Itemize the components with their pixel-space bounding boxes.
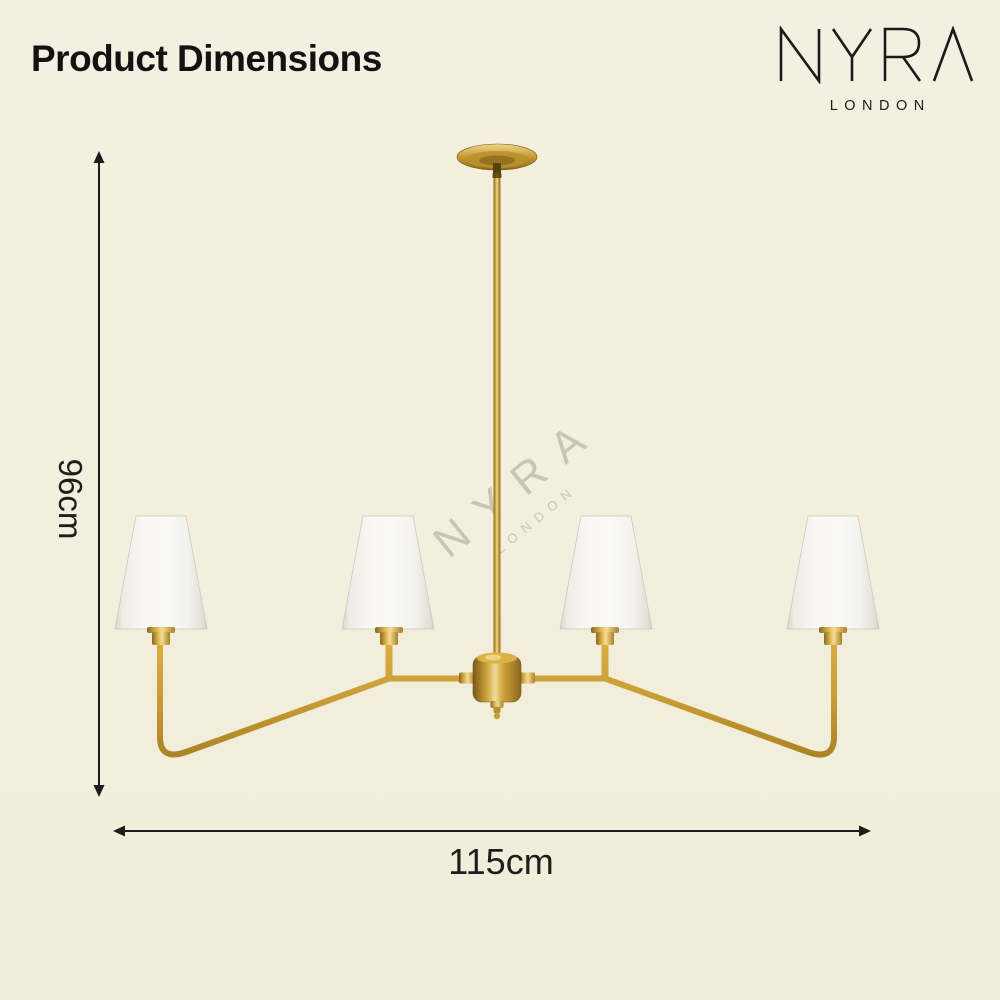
socket-outer-left bbox=[147, 627, 175, 645]
shade-outer-left bbox=[114, 515, 208, 630]
arrowhead-left-icon bbox=[113, 825, 125, 837]
left-arm bbox=[157, 642, 497, 758]
height-dimension-arrow bbox=[93, 151, 105, 797]
socket-inner-left bbox=[375, 627, 403, 645]
page-title: Product Dimensions bbox=[31, 38, 382, 79]
brand-logo: NYRA LONDON bbox=[778, 25, 976, 114]
width-dimension-arrow bbox=[113, 825, 871, 837]
socket-outer-right bbox=[819, 627, 847, 645]
hub-finial bbox=[490, 701, 504, 720]
arrowhead-down-icon bbox=[93, 785, 105, 797]
arrowhead-up-icon bbox=[93, 151, 105, 163]
height-dimension-label: 96cm bbox=[52, 458, 89, 540]
nyra-wordmark-icon bbox=[779, 25, 974, 85]
central-hub bbox=[459, 652, 535, 720]
brand-subtitle: LONDON bbox=[829, 98, 931, 114]
arrowhead-right-icon bbox=[859, 825, 871, 837]
shade-inner-left bbox=[341, 515, 435, 630]
socket-inner-right bbox=[591, 627, 619, 645]
right-arm bbox=[497, 642, 837, 758]
width-dimension-label: 115cm bbox=[448, 841, 554, 882]
rod-collar bbox=[492, 173, 502, 178]
ceiling-canopy bbox=[456, 143, 538, 173]
lamp-sockets bbox=[147, 627, 847, 645]
down-rod bbox=[493, 168, 501, 662]
shade-outer-right bbox=[786, 515, 880, 630]
shade-inner-right bbox=[559, 515, 653, 630]
